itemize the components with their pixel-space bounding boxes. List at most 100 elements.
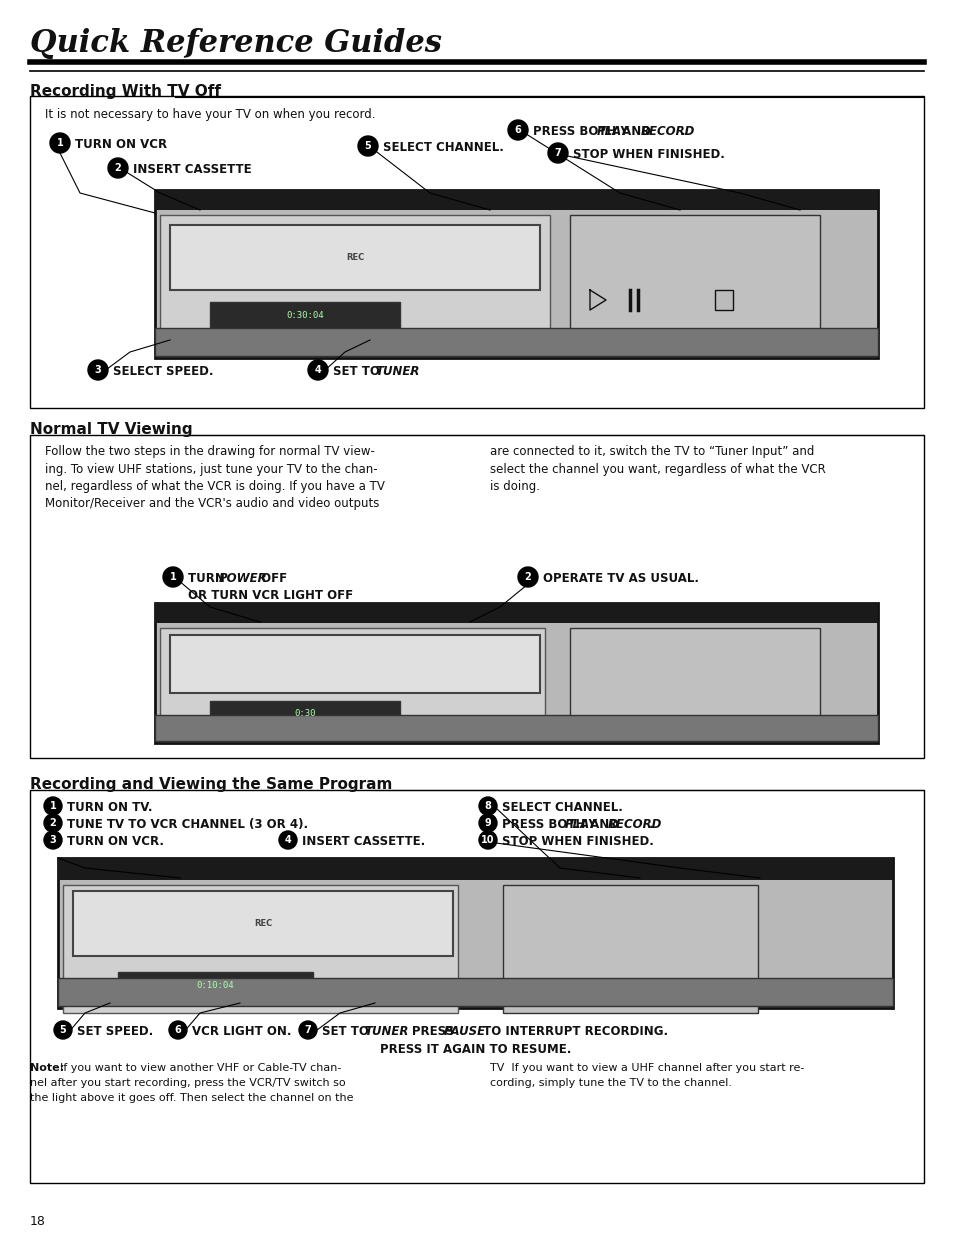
FancyBboxPatch shape [160, 215, 550, 345]
Text: STOP WHEN FINISHED.: STOP WHEN FINISHED. [573, 148, 724, 161]
Text: 2: 2 [50, 818, 56, 828]
Circle shape [44, 813, 62, 832]
Text: 7: 7 [304, 1025, 311, 1035]
Circle shape [44, 797, 62, 815]
Text: the light above it goes off. Then select the channel on the: the light above it goes off. Then select… [30, 1092, 354, 1104]
FancyBboxPatch shape [63, 885, 457, 1013]
Circle shape [169, 1021, 187, 1039]
Text: TURN ON TV.: TURN ON TV. [67, 801, 152, 813]
FancyBboxPatch shape [154, 329, 877, 356]
Text: STOP WHEN FINISHED.: STOP WHEN FINISHED. [501, 835, 653, 848]
Text: cording, simply tune the TV to the channel.: cording, simply tune the TV to the chann… [490, 1078, 731, 1087]
Circle shape [108, 157, 128, 179]
FancyBboxPatch shape [569, 627, 820, 738]
FancyBboxPatch shape [30, 435, 923, 758]
FancyBboxPatch shape [73, 892, 453, 956]
Text: REC: REC [346, 253, 364, 263]
Text: TV  If you want to view a UHF channel after you start re-: TV If you want to view a UHF channel aft… [490, 1063, 803, 1073]
Text: PRESS BOTH: PRESS BOTH [533, 125, 619, 138]
Circle shape [478, 797, 497, 815]
Text: 9: 9 [484, 818, 491, 828]
Text: PLAY: PLAY [564, 818, 597, 831]
Text: VCR LIGHT ON.: VCR LIGHT ON. [192, 1025, 292, 1038]
Text: 4: 4 [284, 835, 291, 844]
FancyBboxPatch shape [714, 290, 732, 310]
Text: 5: 5 [60, 1025, 67, 1035]
Text: OPERATE TV AS USUAL.: OPERATE TV AS USUAL. [542, 572, 699, 585]
Text: are connected to it, switch the TV to “Tuner Input” and
select the channel you w: are connected to it, switch the TV to “T… [490, 445, 825, 494]
Text: TURN ON VCR: TURN ON VCR [75, 138, 167, 151]
FancyBboxPatch shape [58, 858, 892, 880]
Text: .: . [409, 365, 414, 378]
Text: TUNER: TUNER [364, 1025, 408, 1038]
FancyBboxPatch shape [502, 885, 758, 1013]
Text: If you want to view another VHF or Cable-TV chan-: If you want to view another VHF or Cable… [60, 1063, 341, 1073]
Text: 1: 1 [50, 801, 56, 811]
Text: TURN: TURN [188, 572, 229, 585]
Text: 7: 7 [554, 148, 560, 157]
FancyBboxPatch shape [30, 95, 923, 408]
Text: RECORD: RECORD [640, 125, 695, 138]
Text: Quick Reference Guides: Quick Reference Guides [30, 29, 441, 60]
FancyBboxPatch shape [210, 303, 399, 330]
Text: 0:30:04: 0:30:04 [286, 311, 323, 320]
Text: 4: 4 [314, 365, 321, 374]
Text: Recording With TV Off: Recording With TV Off [30, 84, 221, 99]
Text: 2: 2 [114, 162, 121, 174]
Text: 10: 10 [480, 835, 495, 844]
Circle shape [517, 567, 537, 587]
Text: PLAY: PLAY [597, 125, 629, 138]
Text: AND: AND [585, 818, 622, 831]
FancyBboxPatch shape [154, 190, 877, 358]
Text: TO INTERRUPT RECORDING.: TO INTERRUPT RECORDING. [478, 1025, 667, 1038]
Text: TUNER: TUNER [375, 365, 419, 378]
Text: 5: 5 [364, 141, 371, 151]
Text: SET TO: SET TO [333, 365, 384, 378]
Text: 6: 6 [174, 1025, 181, 1035]
Text: INSERT CASSETTE.: INSERT CASSETTE. [302, 835, 425, 848]
Text: RECORD: RECORD [607, 818, 661, 831]
Text: 3: 3 [50, 835, 56, 844]
Circle shape [547, 143, 567, 162]
Text: SET SPEED.: SET SPEED. [77, 1025, 153, 1038]
Text: 1: 1 [170, 572, 176, 582]
Text: SELECT CHANNEL.: SELECT CHANNEL. [382, 141, 503, 154]
FancyBboxPatch shape [569, 215, 820, 345]
FancyBboxPatch shape [118, 972, 313, 999]
Text: 3: 3 [94, 365, 101, 374]
Text: Normal TV Viewing: Normal TV Viewing [30, 422, 193, 436]
Text: 0:30: 0:30 [294, 708, 315, 718]
Circle shape [478, 813, 497, 832]
Circle shape [54, 1021, 71, 1039]
Text: TUNE TV TO VCR CHANNEL (3 OR 4).: TUNE TV TO VCR CHANNEL (3 OR 4). [67, 818, 308, 831]
FancyBboxPatch shape [170, 635, 539, 693]
Circle shape [507, 120, 527, 140]
Circle shape [163, 567, 183, 587]
Text: REC: REC [253, 919, 272, 928]
Circle shape [278, 831, 296, 849]
Text: PRESS BOTH: PRESS BOTH [501, 818, 589, 831]
Circle shape [357, 136, 377, 156]
Text: SELECT CHANNEL.: SELECT CHANNEL. [501, 801, 622, 813]
Text: 18: 18 [30, 1215, 46, 1228]
Text: 8: 8 [484, 801, 491, 811]
Text: PAUSE: PAUSE [443, 1025, 486, 1038]
Text: SET TO: SET TO [322, 1025, 373, 1038]
Text: OFF: OFF [256, 572, 287, 585]
Text: TURN ON VCR.: TURN ON VCR. [67, 835, 164, 848]
FancyBboxPatch shape [154, 190, 877, 210]
Circle shape [478, 831, 497, 849]
FancyBboxPatch shape [58, 978, 892, 1006]
Circle shape [308, 360, 328, 379]
Text: SELECT SPEED.: SELECT SPEED. [112, 365, 213, 378]
Text: .: . [648, 818, 653, 831]
Text: Note:: Note: [30, 1063, 64, 1073]
Text: .: . [680, 125, 685, 138]
Text: Recording and Viewing the Same Program: Recording and Viewing the Same Program [30, 777, 392, 792]
Circle shape [298, 1021, 316, 1039]
Circle shape [44, 831, 62, 849]
Text: 1: 1 [56, 138, 63, 148]
Text: PRESS IT AGAIN TO RESUME.: PRESS IT AGAIN TO RESUME. [379, 1043, 571, 1056]
FancyBboxPatch shape [154, 603, 877, 743]
FancyBboxPatch shape [154, 603, 877, 622]
